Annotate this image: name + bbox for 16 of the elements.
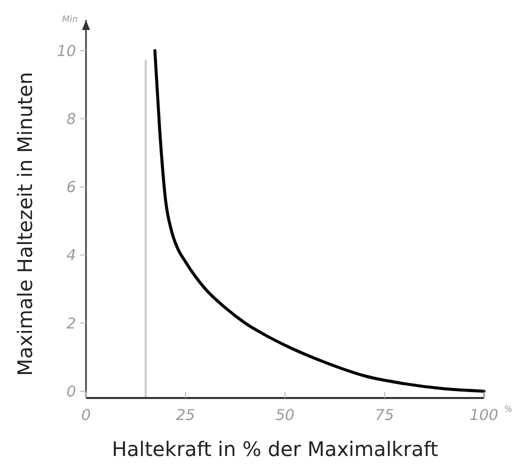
x-axis-title: Haltekraft in % der Maximalkraft <box>112 437 438 461</box>
y-tick-label: 0 <box>66 382 76 400</box>
y-tick-label: 6 <box>66 178 76 196</box>
y-tick-label: 2 <box>66 314 76 332</box>
x-tick-label: 0 <box>81 406 91 424</box>
x-tick-label: 25 <box>176 406 196 424</box>
y-axis-title: Maximale Haltezeit in Minuten <box>13 72 37 376</box>
y-tick-label: 10 <box>56 42 76 60</box>
line-series <box>153 49 486 393</box>
text: Min <box>62 15 78 25</box>
y-tick-label: 4 <box>66 246 76 264</box>
x-tick-label: 100 <box>470 406 498 424</box>
text: % <box>504 405 513 415</box>
x-tick-label: 75 <box>374 406 394 424</box>
x-tick-label: 50 <box>275 406 295 424</box>
y-tick-label: 8 <box>66 110 76 128</box>
